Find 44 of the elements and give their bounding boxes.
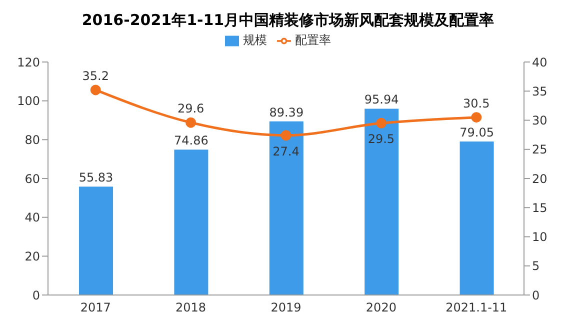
data-label: 95.94: [364, 92, 399, 107]
legend-label: 规模: [243, 33, 267, 47]
bar: [269, 121, 304, 295]
y2-tick-label: 30: [532, 114, 548, 128]
bar: [79, 186, 113, 295]
x-tick-label: 2019: [270, 300, 302, 315]
x-tick-label: 2020: [366, 300, 396, 315]
data-label: 89.39: [269, 105, 304, 120]
point: [280, 130, 292, 141]
y-tick-label: 80: [24, 132, 40, 147]
y2-tick-label: 20: [532, 172, 548, 186]
data-label: 30.5: [463, 96, 490, 110]
legend-label: 配置率: [295, 33, 331, 47]
y-tick-label: 60: [24, 172, 40, 186]
x-tick-label: 2018: [176, 300, 206, 315]
data-label: 27.4: [272, 144, 300, 158]
data-label: 55.83: [78, 170, 114, 185]
x-tick-label: 2021.1-11: [446, 300, 508, 315]
y-tick-label: 0: [32, 288, 40, 302]
y-tick-label: 40: [24, 210, 40, 225]
data-label: 35.2: [82, 68, 109, 83]
bar: [364, 108, 399, 295]
point: [90, 84, 101, 96]
y2-tick-label: 0: [532, 288, 540, 302]
y-tick-label: 120: [17, 55, 40, 70]
y2-tick-label: 15: [532, 200, 548, 215]
y-tick-label: 20: [24, 249, 40, 264]
point: [471, 112, 482, 123]
data-label: 74.86: [174, 134, 208, 148]
point: [186, 117, 196, 128]
y2-tick-label: 10: [532, 230, 548, 244]
y2-tick-label: 35: [532, 84, 548, 98]
y2-tick-label: 25: [532, 142, 548, 157]
chart-title: 2016-2021年1-11月中国精装修市场新风配套规模及配置率: [80, 10, 496, 31]
data-label: 79.05: [460, 126, 494, 140]
data-label: 29.6: [177, 102, 204, 116]
bar: [460, 142, 494, 295]
y2-tick-label: 40: [532, 55, 548, 70]
y2-tick-label: 5: [532, 259, 540, 274]
point: [376, 118, 386, 128]
x-tick-label: 2017: [80, 300, 111, 315]
y-tick-label: 100: [17, 94, 40, 108]
bar: [174, 150, 208, 295]
data-label: 29.5: [368, 132, 395, 146]
